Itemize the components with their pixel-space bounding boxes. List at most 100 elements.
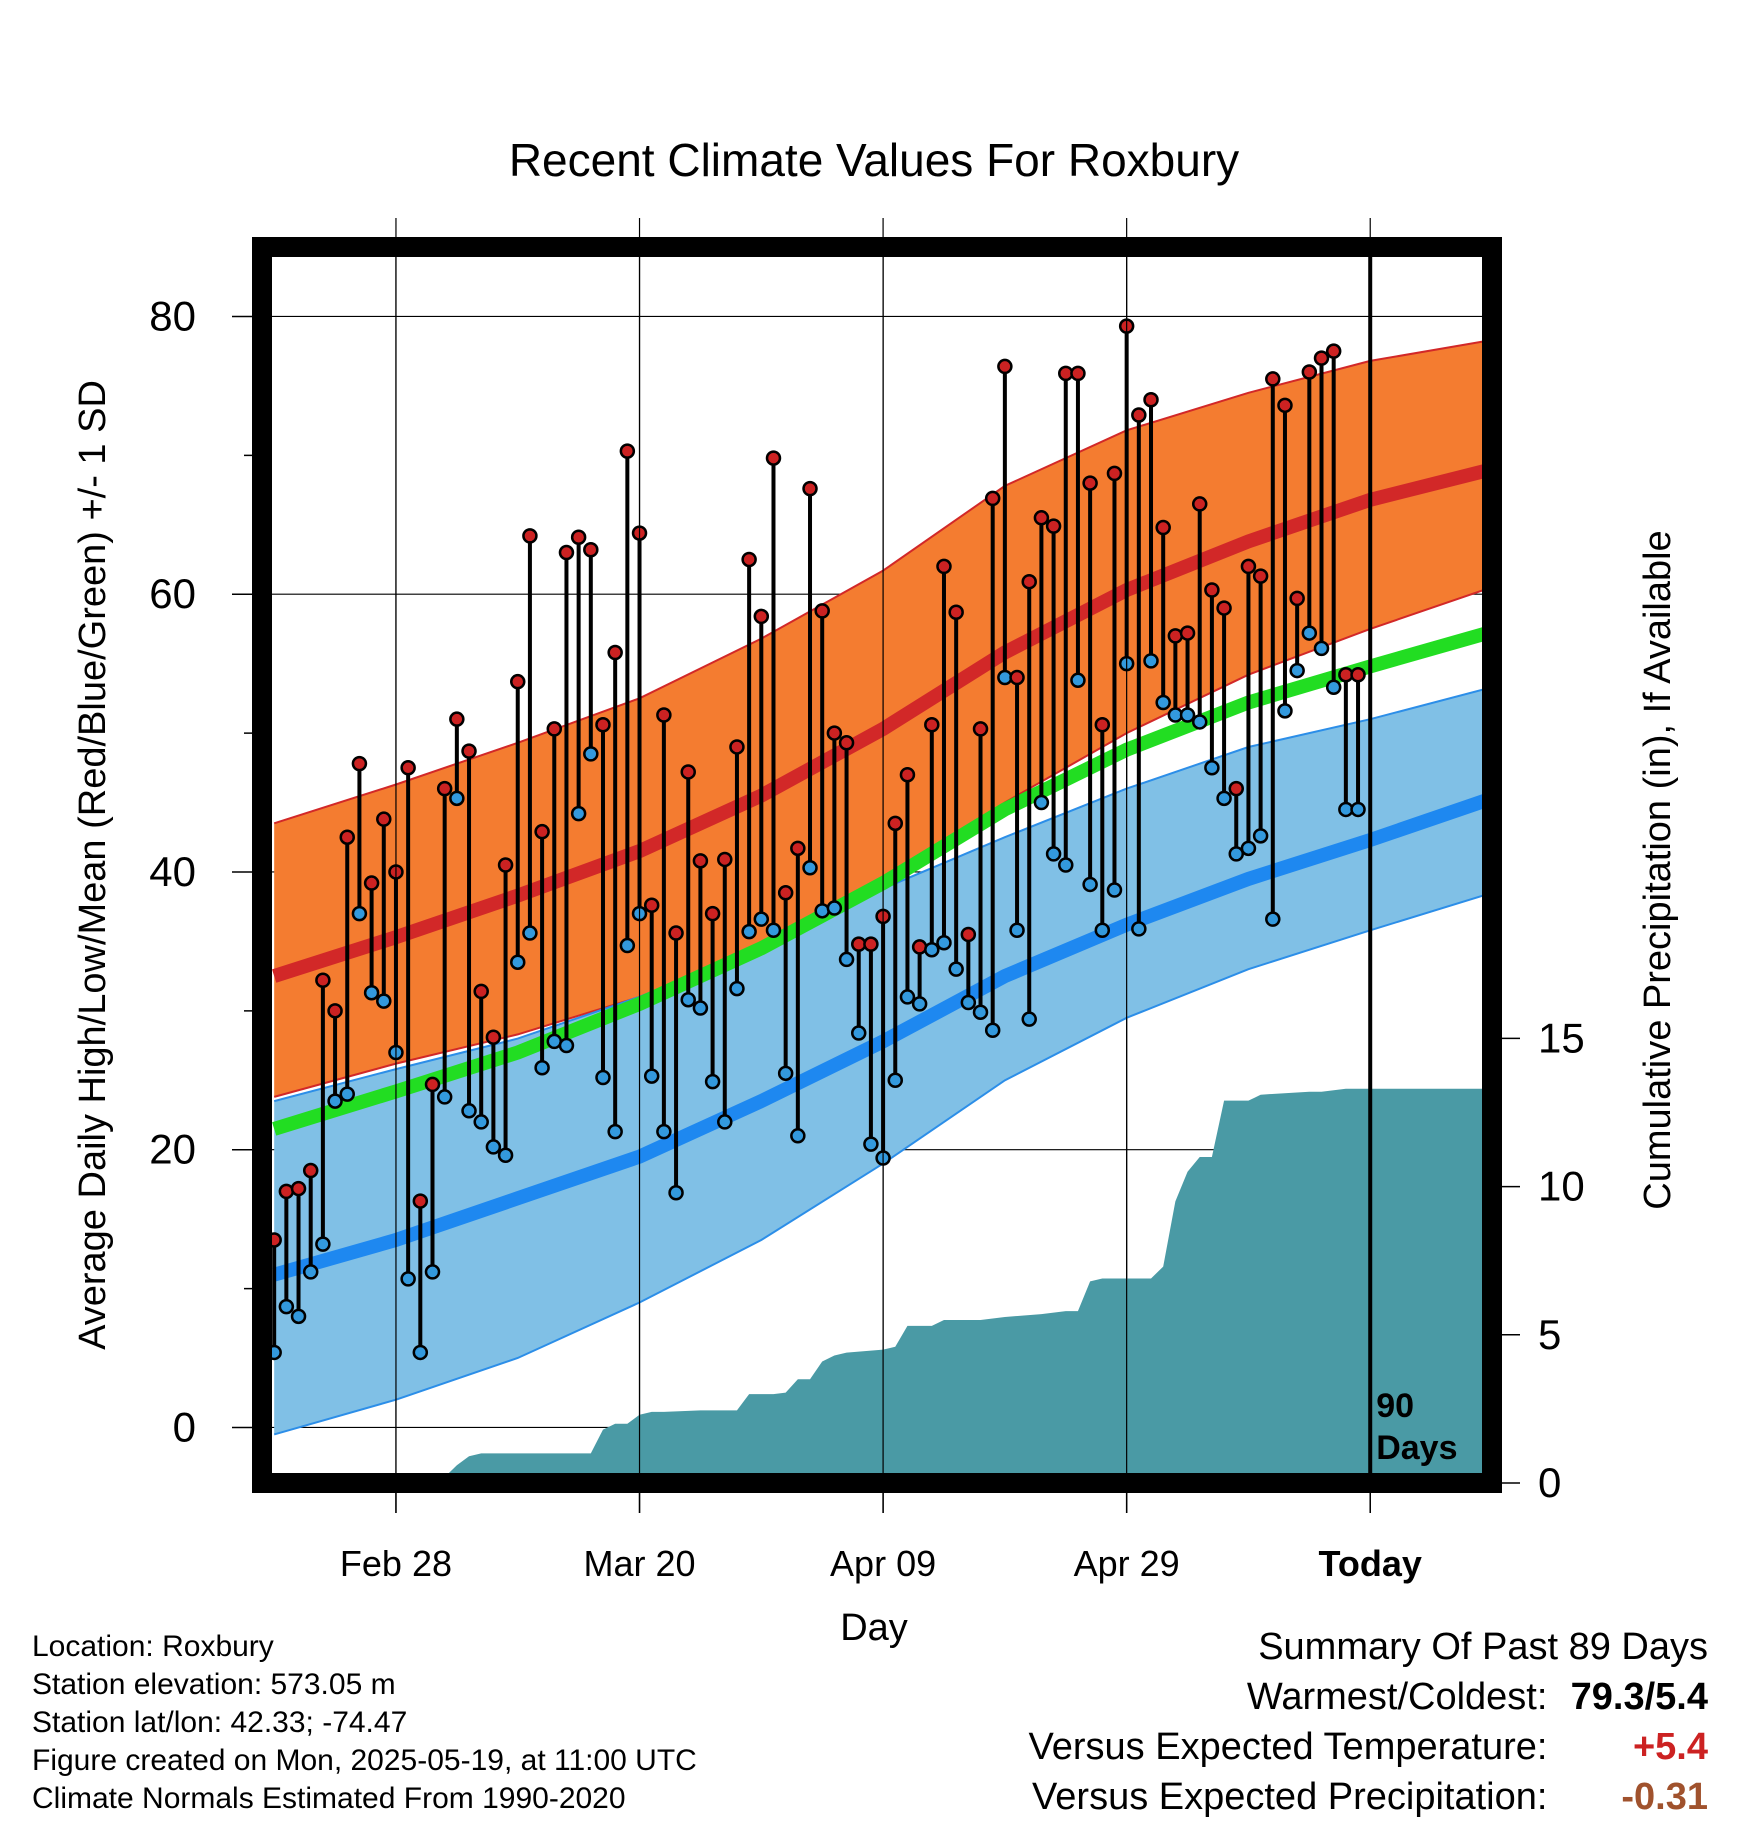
low-point bbox=[424, 1264, 441, 1280]
low-point bbox=[936, 935, 952, 951]
low-point bbox=[826, 900, 843, 916]
high-point bbox=[802, 480, 818, 497]
low-point bbox=[717, 1114, 733, 1130]
low-point bbox=[729, 980, 745, 997]
high-point bbox=[741, 551, 757, 568]
low-point bbox=[924, 941, 940, 958]
y2-tick-label: 0 bbox=[1538, 1459, 1561, 1506]
low-point bbox=[1033, 794, 1050, 811]
low-point bbox=[1131, 921, 1147, 937]
high-point bbox=[1204, 582, 1220, 598]
plot-area bbox=[262, 247, 1492, 1483]
high-point bbox=[1265, 371, 1281, 387]
low-point bbox=[534, 1060, 550, 1076]
low-point bbox=[583, 746, 599, 762]
low-point bbox=[656, 1123, 672, 1140]
low-point bbox=[522, 925, 538, 941]
summary-warm-cold: Warmest/Coldest: 79.3/5.4 bbox=[1029, 1672, 1708, 1722]
temp-label: Versus Expected Temperature: bbox=[1028, 1726, 1548, 1768]
high-point bbox=[814, 603, 830, 619]
high-point bbox=[899, 766, 916, 783]
high-point bbox=[278, 1183, 295, 1200]
high-point bbox=[1094, 716, 1111, 733]
low-point bbox=[1045, 846, 1062, 862]
high-point bbox=[546, 721, 563, 737]
high-point bbox=[960, 926, 977, 943]
low-point bbox=[1094, 922, 1111, 939]
high-point bbox=[729, 739, 745, 755]
precip-label: Versus Expected Precipitation: bbox=[1032, 1776, 1548, 1818]
plot-frame bbox=[252, 237, 1502, 1493]
low-point bbox=[814, 903, 830, 919]
today-days-label: Days bbox=[1376, 1429, 1457, 1467]
high-point bbox=[765, 450, 782, 466]
high-point bbox=[1033, 510, 1050, 526]
high-point bbox=[790, 840, 806, 857]
high-point bbox=[984, 490, 1001, 507]
high-point bbox=[327, 1003, 343, 1019]
low-point bbox=[668, 1184, 684, 1201]
high-point bbox=[997, 358, 1013, 375]
low-point bbox=[400, 1271, 416, 1287]
high-point bbox=[1289, 590, 1305, 607]
high-point bbox=[376, 811, 392, 827]
high-point bbox=[1350, 666, 1366, 683]
low-point bbox=[741, 923, 757, 940]
high-point bbox=[473, 983, 489, 1000]
y-tick-label: 20 bbox=[149, 1126, 196, 1173]
low-point bbox=[363, 985, 380, 1001]
low-point bbox=[339, 1086, 355, 1102]
low-point bbox=[765, 922, 782, 939]
low-point bbox=[595, 1069, 611, 1086]
high-point bbox=[1179, 625, 1196, 641]
high-point bbox=[583, 542, 599, 558]
low-point bbox=[704, 1073, 721, 1090]
y2-tick-label: 10 bbox=[1538, 1163, 1585, 1210]
high-point bbox=[497, 857, 514, 873]
low-point bbox=[302, 1264, 319, 1280]
low-point bbox=[1070, 672, 1086, 689]
high-point bbox=[1301, 364, 1318, 380]
low-point bbox=[899, 989, 916, 1005]
x-tick-label: Mar 20 bbox=[584, 1543, 696, 1584]
high-point bbox=[1155, 519, 1171, 536]
low-point bbox=[1265, 911, 1281, 927]
high-point bbox=[570, 529, 587, 546]
low-point bbox=[558, 1037, 575, 1054]
high-point bbox=[1070, 365, 1086, 382]
high-point bbox=[1313, 350, 1330, 366]
low-point bbox=[863, 1136, 879, 1152]
summary-precip: Versus Expected Precipitation: -0.31 bbox=[1029, 1772, 1708, 1822]
high-point bbox=[461, 743, 477, 759]
x-tick-label: Today bbox=[1319, 1543, 1422, 1584]
latlon-text: Station lat/lon: 42.33; -74.47 bbox=[32, 1706, 408, 1739]
high-point bbox=[911, 939, 928, 955]
high-point bbox=[1191, 496, 1208, 512]
low-point bbox=[960, 994, 977, 1011]
chart-title: Recent Climate Values For Roxbury bbox=[509, 134, 1239, 186]
y-tick-label: 40 bbox=[149, 848, 196, 895]
low-point bbox=[1301, 625, 1318, 641]
high-point bbox=[692, 853, 709, 869]
high-point bbox=[522, 528, 538, 544]
low-point bbox=[1325, 679, 1342, 695]
low-point bbox=[473, 1114, 489, 1130]
high-point bbox=[936, 558, 952, 575]
low-point bbox=[278, 1298, 295, 1315]
high-point bbox=[363, 875, 380, 891]
high-point bbox=[1240, 558, 1257, 575]
y-tick-label: 0 bbox=[173, 1403, 196, 1450]
high-point bbox=[534, 823, 550, 840]
high-point bbox=[1325, 343, 1342, 359]
low-point bbox=[1350, 801, 1366, 818]
low-point bbox=[1143, 653, 1159, 669]
low-point bbox=[1240, 840, 1257, 857]
y2-axis-label: Cumulative Precipitation (in), If Availa… bbox=[1637, 530, 1679, 1209]
low-point bbox=[461, 1103, 477, 1119]
low-point bbox=[1009, 922, 1025, 939]
location-text: Location: Roxbury bbox=[32, 1630, 274, 1663]
low-point bbox=[948, 961, 964, 977]
warm-cold-value: 79.3/5.4 bbox=[1570, 1676, 1708, 1718]
high-point bbox=[656, 707, 672, 723]
low-point bbox=[1289, 662, 1305, 679]
